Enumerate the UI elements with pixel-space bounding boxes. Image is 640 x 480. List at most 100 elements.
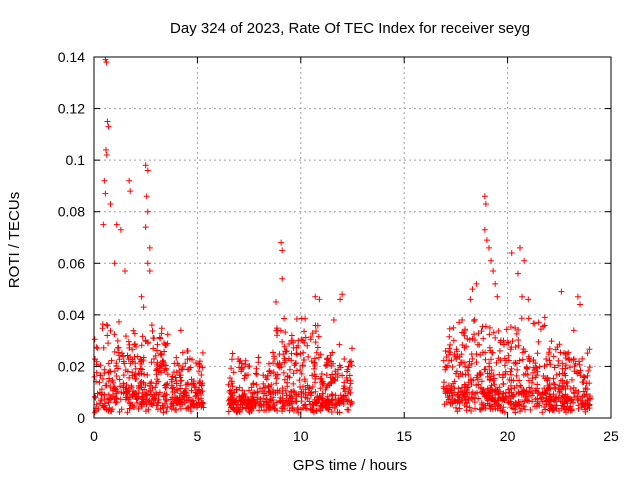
data-point (163, 397, 170, 404)
data-point (440, 383, 447, 390)
data-point (341, 356, 348, 363)
plot-frame (93, 56, 612, 419)
data-point (332, 377, 339, 384)
data-point (318, 396, 325, 403)
data-point (348, 362, 355, 369)
data-point (265, 360, 272, 367)
data-point (446, 333, 453, 340)
data-point (130, 327, 137, 334)
data-point (153, 380, 160, 387)
data-point (301, 328, 308, 335)
data-point (327, 380, 334, 387)
data-point (274, 387, 281, 394)
data-point (105, 360, 112, 367)
data-point (306, 384, 313, 391)
data-point (191, 402, 198, 409)
data-point (471, 399, 478, 406)
data-point (162, 396, 169, 403)
data-point (496, 347, 503, 354)
data-point (158, 325, 165, 332)
data-point (273, 399, 280, 406)
data-point (255, 359, 262, 366)
x-tick-label: 5 (194, 428, 202, 444)
data-point (102, 56, 109, 63)
data-point (328, 409, 335, 416)
data-point (97, 372, 104, 379)
data-point (482, 356, 489, 363)
data-point (273, 375, 280, 382)
data-point (488, 395, 495, 402)
data-point (177, 327, 184, 334)
data-point (521, 257, 528, 264)
data-point (314, 344, 321, 351)
data-point (282, 357, 289, 364)
data-point (101, 404, 108, 411)
data-point (512, 409, 519, 416)
data-point (481, 393, 488, 400)
data-point (174, 387, 181, 394)
data-point (339, 372, 346, 379)
data-point (158, 330, 165, 337)
data-point (529, 369, 536, 376)
data-point (547, 361, 554, 368)
data-point (489, 396, 496, 403)
data-point (300, 357, 307, 364)
data-point (178, 398, 185, 405)
data-point (101, 177, 108, 184)
data-point (468, 407, 475, 414)
data-point (309, 372, 316, 379)
data-point (312, 379, 319, 386)
data-point (173, 380, 180, 387)
data-point (476, 406, 483, 413)
data-point (466, 404, 473, 411)
data-point (442, 347, 449, 354)
data-point (225, 408, 232, 415)
data-point (497, 395, 504, 402)
data-point (494, 405, 501, 412)
data-point (519, 293, 526, 300)
data-point (173, 386, 180, 393)
data-point (150, 395, 157, 402)
data-point (236, 393, 243, 400)
data-point (284, 379, 291, 386)
data-point (158, 351, 165, 358)
data-point (571, 363, 578, 370)
data-point (496, 384, 503, 391)
data-point (446, 349, 453, 356)
data-point (181, 388, 188, 395)
data-point (91, 373, 98, 380)
data-point (501, 341, 508, 348)
data-point (556, 407, 563, 414)
data-point (262, 407, 269, 413)
data-point (482, 323, 489, 330)
data-point (443, 398, 450, 405)
data-point (274, 407, 281, 414)
data-point (346, 372, 353, 379)
data-point (556, 341, 563, 348)
data-point (144, 260, 151, 267)
data-point (515, 389, 522, 396)
data-point (486, 377, 493, 384)
data-point (537, 326, 544, 333)
data-point (516, 377, 523, 384)
data-point (575, 388, 582, 395)
y-tick-label: 0.12 (58, 101, 85, 117)
data-point (104, 332, 111, 339)
data-point (120, 372, 127, 379)
data-point (534, 381, 541, 388)
data-point (131, 390, 138, 397)
data-point (126, 405, 133, 412)
data-point (550, 353, 557, 360)
data-point (107, 368, 114, 375)
data-point (496, 371, 503, 378)
data-point (296, 377, 303, 384)
data-point (249, 400, 256, 407)
data-point (139, 333, 146, 340)
data-point (490, 329, 497, 336)
data-point (514, 270, 521, 277)
data-point (149, 328, 156, 335)
x-tick-label: 20 (500, 428, 516, 444)
data-point (442, 386, 449, 393)
data-point (240, 364, 247, 371)
data-point (138, 293, 145, 300)
